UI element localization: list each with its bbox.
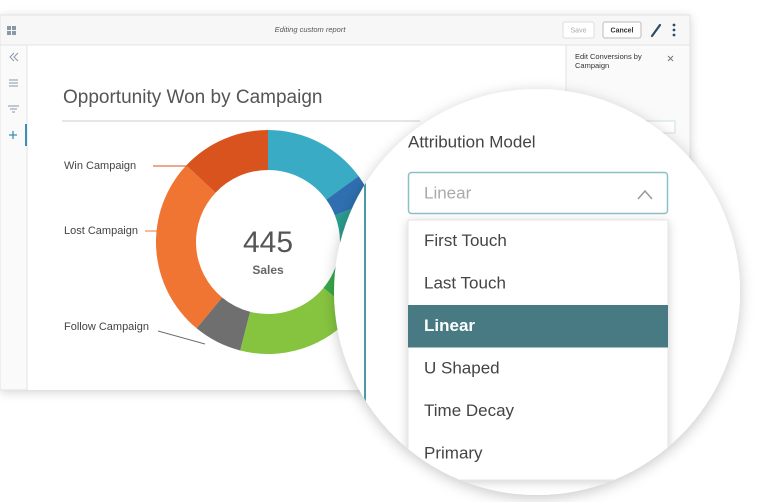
save-button[interactable] xyxy=(562,21,595,39)
brush-icon[interactable] xyxy=(650,23,662,38)
leader-line xyxy=(157,330,206,345)
dropdown-option[interactable]: Primary xyxy=(424,443,483,462)
dropdown-option[interactable]: U Shaped xyxy=(424,358,500,377)
option-highlight xyxy=(408,305,668,348)
attribution-select[interactable] xyxy=(407,171,669,215)
donut-segment xyxy=(186,130,268,193)
options: First Touch Last Touch Linear U Shaped Time … xyxy=(408,231,668,462)
donut-total-label: Sales xyxy=(252,263,284,277)
segment-label: Follow Campaign xyxy=(64,321,149,333)
segment-label: Lost Campaign xyxy=(64,225,138,237)
donut-segment xyxy=(240,287,355,354)
side-panel-title-box: Edit Conversions by Campaign xyxy=(575,52,642,70)
collapse-icon[interactable] xyxy=(9,52,19,62)
donut-segment xyxy=(326,176,373,216)
select-value: Linear xyxy=(424,183,472,202)
donut-segment xyxy=(268,130,359,200)
segment-label: Win Campaign xyxy=(64,160,136,172)
toolbar-title: Editing custom report xyxy=(275,25,347,34)
save-label: Save xyxy=(571,27,587,34)
active-indicator xyxy=(25,124,27,146)
list-icon[interactable] xyxy=(9,79,18,87)
donut-segment xyxy=(196,297,251,351)
add-icon[interactable] xyxy=(9,131,17,139)
cancel-button[interactable] xyxy=(602,21,642,39)
sidebar xyxy=(0,44,28,391)
magnifier: Attribution Model Linear First Touch Last… xyxy=(334,89,740,495)
lens-content: Attribution Model Linear First Touch Last… xyxy=(364,132,669,481)
donut-segment xyxy=(156,165,223,329)
filter-icon[interactable] xyxy=(8,105,19,113)
donut-total: 445 xyxy=(243,226,293,259)
grid-icon[interactable] xyxy=(7,26,16,35)
dropdown-option[interactable]: Time Decay xyxy=(424,401,515,420)
side-panel-title: Edit Conversions by Campaign xyxy=(575,52,642,70)
attribution-label: Attribution Model xyxy=(408,132,536,151)
dropdown-option[interactable]: Linear xyxy=(424,316,475,335)
cancel-label: Cancel xyxy=(611,27,634,34)
report-title: Opportunity Won by Campaign xyxy=(63,87,322,108)
dropdown-option[interactable]: First Touch xyxy=(424,231,507,250)
dropdown-option[interactable]: Last Touch xyxy=(424,273,506,292)
chevron-icon xyxy=(637,189,653,200)
dropdown-list xyxy=(407,219,669,481)
close-icon[interactable] xyxy=(667,55,674,62)
more-icon[interactable] xyxy=(672,23,676,37)
